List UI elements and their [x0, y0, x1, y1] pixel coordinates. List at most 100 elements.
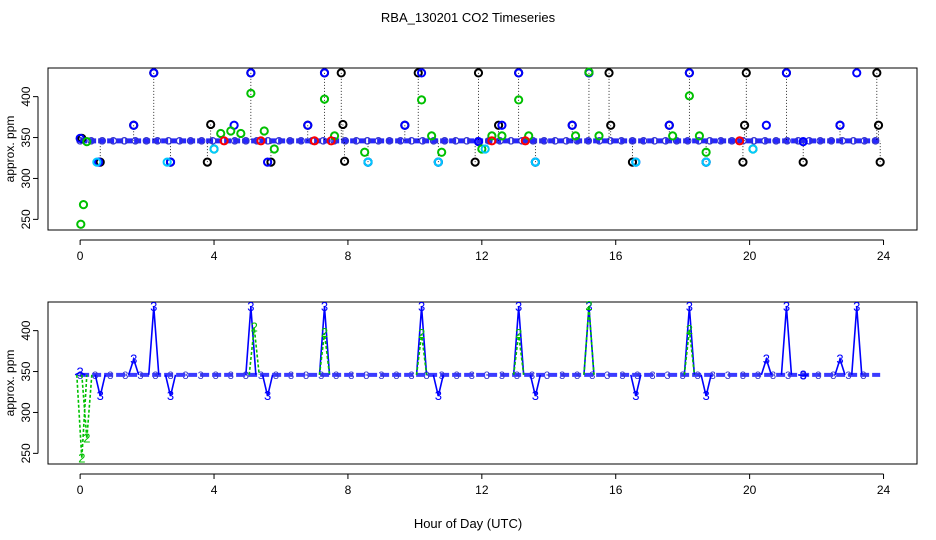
baseline-marker — [871, 137, 880, 145]
data-point-red — [256, 136, 266, 146]
data-point-blue: 3 — [264, 388, 271, 403]
baseline-marker — [694, 137, 703, 145]
baseline-marker: 3 — [770, 370, 776, 382]
baseline-marker: 3 — [469, 370, 475, 382]
baseline-marker — [518, 137, 526, 145]
y-tick-label: 400 — [19, 320, 33, 340]
data-point-green — [477, 144, 487, 154]
baseline-marker: 3 — [514, 370, 520, 382]
baseline-marker — [418, 137, 427, 145]
data-point-red — [734, 136, 745, 146]
data-point-green — [82, 137, 92, 147]
x-tick-label: 16 — [609, 483, 623, 497]
data-point-cyan — [701, 157, 711, 167]
y-axis-label: approx. ppm — [3, 350, 17, 417]
baseline-marker — [838, 137, 847, 145]
spike-line-blue — [318, 306, 331, 375]
baseline-marker — [705, 137, 714, 145]
data-point-cyan — [363, 157, 373, 167]
data-point-blue — [400, 120, 410, 130]
spike-line-blue — [74, 371, 86, 376]
baseline-marker — [208, 137, 217, 145]
plot-frame — [47, 67, 918, 231]
baseline-marker: 3 — [454, 370, 460, 382]
data-point-blue: 3 — [77, 364, 84, 379]
baseline-marker — [230, 137, 239, 145]
data-point-cyan — [631, 157, 641, 167]
data-point-blue: 3 — [686, 299, 693, 314]
baseline-marker: 3 — [288, 370, 294, 382]
spike-line-green — [415, 333, 428, 375]
x-tick-label: 8 — [345, 249, 352, 263]
baseline-marker: 3 — [484, 370, 490, 382]
spike-line-blue — [529, 374, 542, 397]
baseline-marker: 3 — [725, 370, 731, 382]
baseline-marker: 3 — [243, 370, 249, 382]
x-tick-label: 0 — [77, 483, 84, 497]
y-tick-label: 400 — [19, 86, 33, 106]
data-point-black — [741, 68, 751, 78]
x-tick-label: 12 — [475, 483, 489, 497]
data-point-blue: 3 — [585, 299, 592, 314]
baseline-marker: 3 — [815, 370, 821, 382]
data-point-blue — [835, 120, 845, 130]
data-point-green: 2 — [251, 319, 258, 334]
baseline-marker: 3 — [619, 370, 625, 382]
baseline-marker — [816, 137, 825, 145]
data-point-black — [206, 119, 216, 130]
data-point-green — [360, 147, 370, 157]
data-point-green — [416, 95, 427, 105]
data-point-green — [226, 126, 236, 136]
baseline-marker — [164, 137, 173, 145]
data-point-blue — [319, 68, 330, 78]
baseline-marker — [451, 137, 460, 145]
data-point-blue: 3 — [321, 299, 328, 314]
data-point-green — [701, 147, 711, 157]
x-tick-label: 20 — [743, 249, 757, 263]
baseline-marker: 3 — [77, 370, 83, 382]
baseline-marker: 3 — [378, 370, 384, 382]
data-point-black — [604, 68, 614, 78]
baseline-marker: 3 — [559, 370, 565, 382]
data-point-black — [493, 120, 504, 130]
y-axis-label: approx. ppm — [3, 116, 17, 183]
baseline-marker — [374, 137, 383, 145]
baseline-marker — [617, 137, 626, 145]
baseline-marker — [860, 137, 869, 145]
data-point-blue — [165, 157, 176, 167]
x-tick-label: 20 — [743, 483, 757, 497]
baseline-marker: 3 — [665, 370, 671, 382]
baseline-marker — [385, 137, 394, 145]
data-point-blue — [514, 68, 524, 78]
data-point-blue: 3 — [532, 388, 539, 403]
baseline-marker — [429, 137, 438, 145]
spike-line-green — [683, 329, 696, 375]
spike-line-blue — [850, 306, 863, 375]
baseline-marker: 3 — [529, 370, 535, 382]
x-tick-label: 12 — [475, 249, 489, 263]
data-point-green — [78, 200, 89, 210]
baseline-marker: 3 — [258, 370, 264, 382]
data-point-black — [627, 157, 638, 167]
baseline-marker — [131, 137, 140, 145]
baseline-marker: 3 — [680, 370, 686, 382]
spike-line-blue — [147, 306, 160, 375]
data-point-green: 2 — [83, 431, 90, 446]
baseline-marker — [639, 137, 648, 145]
data-point-blue: 3 — [800, 368, 807, 383]
baseline-marker: 3 — [333, 370, 339, 382]
baseline-marker — [440, 137, 449, 145]
data-point-cyan — [433, 157, 443, 167]
baseline-marker: 3 — [710, 370, 716, 382]
data-point-blue: 3 — [783, 299, 790, 314]
data-point-blue: 3 — [836, 351, 843, 366]
data-point-green — [259, 126, 269, 136]
data-point-green — [694, 131, 705, 141]
data-point-black — [338, 119, 348, 130]
data-point-black — [339, 156, 350, 166]
baseline-marker — [606, 137, 615, 145]
spike-line-blue — [261, 374, 274, 397]
data-point-black — [470, 157, 480, 167]
data-point-green — [497, 131, 507, 141]
baseline-marker: 3 — [363, 370, 369, 382]
